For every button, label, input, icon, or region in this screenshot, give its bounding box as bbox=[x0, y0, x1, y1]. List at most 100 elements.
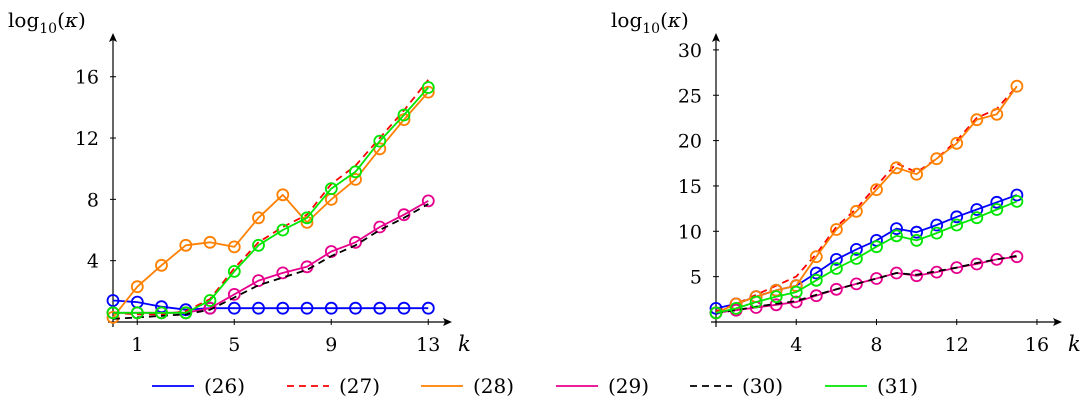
data-point bbox=[276, 301, 290, 315]
data-point bbox=[1010, 188, 1024, 202]
x-tick-label: 16 bbox=[1025, 334, 1049, 356]
right-chart: 4 8 12 16 5 10 15 20 25 30 k log10(κ) bbox=[611, 8, 1081, 356]
data-point bbox=[830, 282, 843, 296]
data-point bbox=[950, 136, 964, 150]
data-point bbox=[970, 203, 984, 216]
data-point bbox=[910, 225, 923, 239]
data-point bbox=[830, 262, 843, 275]
data-point bbox=[276, 188, 290, 202]
series-29 bbox=[709, 250, 1024, 320]
series-30 bbox=[715, 254, 1018, 314]
data-point bbox=[990, 203, 1004, 216]
data-point bbox=[130, 306, 144, 320]
data-point bbox=[1010, 194, 1024, 208]
legend-item: (28) bbox=[421, 374, 514, 398]
data-point bbox=[252, 211, 265, 225]
series-line bbox=[113, 200, 429, 314]
data-point bbox=[910, 233, 923, 247]
legend-label: (27) bbox=[339, 374, 380, 398]
series-line bbox=[715, 85, 1018, 314]
data-point bbox=[155, 306, 168, 320]
data-point bbox=[203, 235, 217, 249]
data-point bbox=[276, 266, 290, 280]
data-point bbox=[397, 301, 411, 315]
y-tick-label: 25 bbox=[678, 85, 702, 107]
data-point bbox=[709, 306, 723, 320]
data-point bbox=[373, 301, 387, 315]
data-point bbox=[300, 301, 314, 315]
data-point bbox=[227, 264, 241, 278]
data-point bbox=[203, 294, 217, 307]
data-point bbox=[276, 223, 290, 237]
data-point bbox=[349, 301, 362, 315]
legend-item: (29) bbox=[556, 374, 649, 398]
data-point bbox=[252, 274, 265, 288]
data-point bbox=[850, 242, 863, 256]
y-tick-label: 16 bbox=[75, 67, 99, 89]
data-point bbox=[990, 107, 1004, 121]
series-31 bbox=[709, 194, 1024, 320]
x-tick-label: 4 bbox=[790, 334, 802, 356]
y-axis-arrow bbox=[109, 33, 117, 42]
data-point bbox=[421, 301, 435, 315]
data-point bbox=[930, 226, 944, 240]
data-point bbox=[179, 306, 193, 320]
data-point bbox=[227, 240, 241, 254]
x-tick-label: 1 bbox=[131, 334, 143, 356]
data-point bbox=[809, 266, 823, 280]
data-point bbox=[950, 210, 964, 224]
x-tick-label: 13 bbox=[416, 334, 440, 356]
data-point bbox=[155, 258, 168, 272]
data-point bbox=[421, 81, 435, 94]
data-point bbox=[850, 204, 863, 218]
series-line bbox=[112, 91, 429, 318]
data-point bbox=[890, 161, 903, 175]
data-point bbox=[970, 257, 984, 271]
series-line bbox=[715, 85, 1018, 312]
legend-item: (31) bbox=[825, 374, 918, 398]
y-axis-label: log10(κ) bbox=[611, 8, 689, 37]
series-27 bbox=[112, 79, 430, 316]
series-28 bbox=[709, 79, 1024, 320]
data-point bbox=[349, 172, 362, 186]
data-point bbox=[769, 290, 783, 304]
y-axis-label: log10(κ) bbox=[8, 8, 86, 37]
data-point bbox=[809, 273, 823, 287]
data-point bbox=[203, 301, 217, 315]
data-point bbox=[930, 152, 944, 166]
y-tick-label: 8 bbox=[87, 189, 99, 211]
series-line bbox=[112, 79, 430, 316]
data-point bbox=[106, 294, 120, 307]
data-point bbox=[870, 183, 883, 197]
series-27 bbox=[715, 85, 1018, 312]
legend-label: (28) bbox=[473, 374, 514, 398]
legend-item: (26) bbox=[152, 374, 245, 398]
x-axis-arrow bbox=[1053, 318, 1062, 326]
y-tick-label: 15 bbox=[678, 176, 702, 198]
legend-label: (26) bbox=[204, 374, 245, 398]
y-tick-label: 5 bbox=[690, 267, 702, 289]
data-point bbox=[227, 287, 241, 301]
legend-item: (30) bbox=[690, 374, 783, 398]
data-point bbox=[950, 261, 964, 275]
data-point bbox=[870, 272, 883, 285]
data-point bbox=[850, 277, 863, 291]
legend-label: (30) bbox=[742, 374, 783, 398]
legend-label: (31) bbox=[877, 374, 918, 398]
y-tick-label: 12 bbox=[75, 128, 99, 150]
data-point bbox=[850, 252, 863, 265]
legend-label: (29) bbox=[608, 374, 649, 398]
data-point bbox=[749, 295, 763, 309]
series-31 bbox=[106, 81, 435, 320]
left-chart: 1 5 9 13 4 8 12 16 k log10(κ) bbox=[8, 8, 471, 356]
data-point bbox=[130, 280, 144, 294]
data-point bbox=[890, 229, 903, 243]
data-point bbox=[373, 134, 387, 148]
series-line bbox=[715, 254, 1018, 314]
data-point bbox=[870, 240, 883, 254]
series-line bbox=[113, 86, 429, 314]
data-point bbox=[970, 113, 984, 127]
data-point bbox=[300, 211, 314, 225]
data-point bbox=[890, 222, 903, 236]
